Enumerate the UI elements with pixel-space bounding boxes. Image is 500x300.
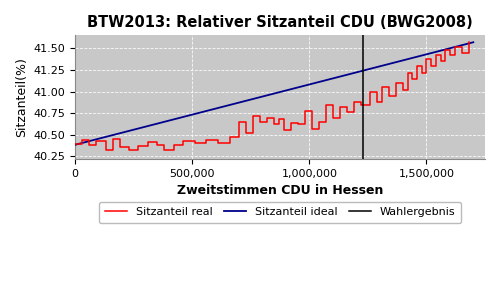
Sitzanteil ideal: [398, 59, 404, 62]
Sitzanteil real: [466, 40, 471, 44]
Sitzanteil real: [458, 45, 464, 48]
Sitzanteil real: [257, 120, 263, 124]
Sitzanteil real: [337, 116, 343, 119]
Sitzanteil real: [180, 139, 186, 143]
Sitzanteil real: [288, 121, 294, 124]
Sitzanteil ideal: [264, 94, 270, 97]
Sitzanteil ideal: [460, 43, 466, 46]
Y-axis label: Sitzanteil(%): Sitzanteil(%): [15, 57, 28, 137]
Sitzanteil real: [102, 148, 108, 152]
X-axis label: Zweitstimmen CDU in Hessen: Zweitstimmen CDU in Hessen: [177, 184, 384, 197]
Sitzanteil real: [72, 142, 78, 146]
Line: Sitzanteil real: Sitzanteil real: [75, 42, 468, 150]
Sitzanteil ideal: [288, 88, 294, 91]
Legend: Sitzanteil real, Sitzanteil ideal, Wahlergebnis: Sitzanteil real, Sitzanteil ideal, Wahle…: [99, 202, 461, 223]
Sitzanteil ideal: [72, 143, 78, 147]
Sitzanteil ideal: [309, 82, 315, 85]
Sitzanteil ideal: [261, 94, 267, 98]
Sitzanteil ideal: [470, 40, 476, 44]
Title: BTW2013: Relativer Sitzanteil CDU (BWG2008): BTW2013: Relativer Sitzanteil CDU (BWG20…: [87, 15, 473, 30]
Line: Sitzanteil ideal: Sitzanteil ideal: [75, 42, 473, 145]
Sitzanteil real: [204, 142, 210, 145]
